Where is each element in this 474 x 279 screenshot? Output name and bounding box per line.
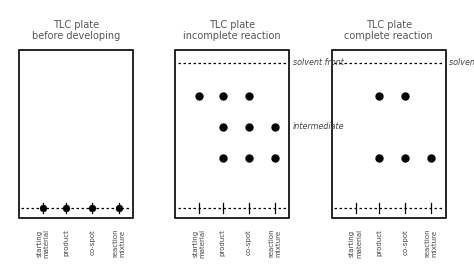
Text: product: product: [376, 229, 382, 256]
Text: TLC plate
incomplete reaction: TLC plate incomplete reaction: [183, 20, 281, 41]
Text: solvent front: solvent front: [449, 58, 474, 67]
Bar: [332, 50, 446, 218]
Text: product: product: [220, 229, 226, 256]
Text: TLC plate
before developing: TLC plate before developing: [32, 20, 120, 41]
Text: solvent front: solvent front: [293, 58, 344, 67]
Text: reaction
mixture: reaction mixture: [112, 229, 125, 258]
Text: reaction
mixture: reaction mixture: [425, 229, 438, 258]
Text: co-spot: co-spot: [246, 229, 252, 254]
Text: product: product: [64, 229, 69, 256]
Text: TLC plate
complete reaction: TLC plate complete reaction: [345, 20, 433, 41]
Text: starting
material: starting material: [349, 229, 362, 258]
Bar: [19, 50, 133, 218]
Text: co-spot: co-spot: [402, 229, 408, 254]
Text: co-spot: co-spot: [90, 229, 95, 254]
Text: starting
material: starting material: [36, 229, 49, 258]
Text: intermediate: intermediate: [293, 122, 345, 131]
Text: reaction
mixture: reaction mixture: [268, 229, 282, 258]
Bar: [175, 50, 289, 218]
Text: starting
material: starting material: [192, 229, 206, 258]
